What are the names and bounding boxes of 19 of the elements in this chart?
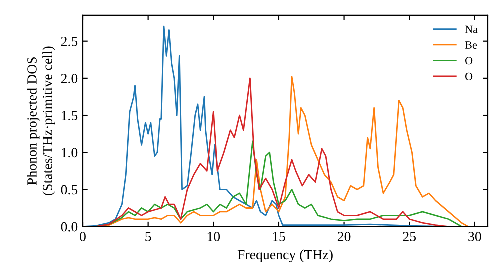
y-tick-label: 1.0 (62, 148, 78, 158)
legend-label: O (466, 57, 473, 65)
x-tick-label: 15 (273, 232, 286, 242)
y-tick-label: 0.0 (61, 222, 78, 232)
y-axis-title: Phonon projected DOS (States/THz·primitive cell) (27, 46, 56, 196)
x-axis-title: Frequency (THz) (238, 250, 333, 262)
y-tick-label: 2.5 (61, 36, 78, 46)
legend-label: O (466, 72, 473, 80)
x-tick-label: 20 (338, 232, 351, 242)
legend-label: Na (465, 26, 478, 34)
legend-label: Be (465, 42, 477, 49)
y-tick-label: 0.5 (61, 185, 78, 195)
x-tick-label: 5 (146, 232, 152, 242)
x-tick-label: 0 (80, 232, 86, 242)
x-tick-label: 25 (403, 232, 416, 242)
y-tick-label: 2.0 (61, 74, 78, 84)
x-tick-label: 10 (208, 232, 220, 242)
y-tick-label: 1.5 (62, 111, 78, 121)
x-tick-label: 30 (468, 232, 482, 242)
